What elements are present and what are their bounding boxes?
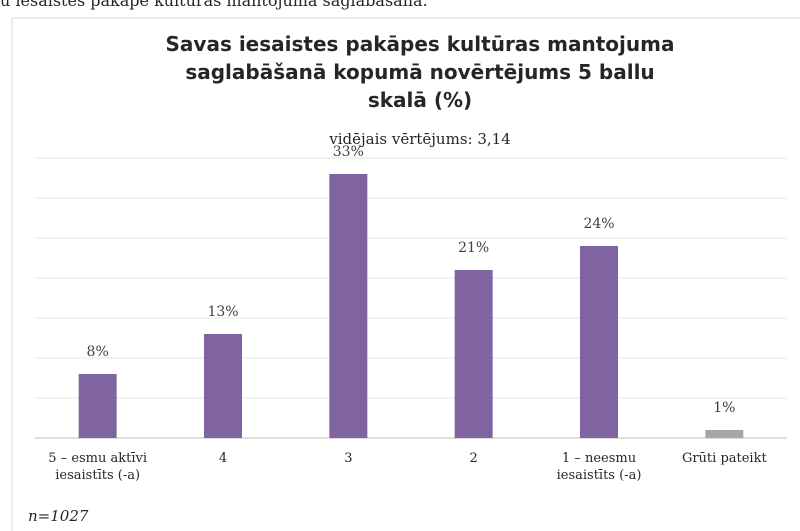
x-tick-label: 3	[344, 451, 353, 466]
data-label: 21%	[458, 240, 489, 256]
sample-note: n=1027	[28, 507, 89, 525]
caption: u iesaistes pakāpe kultūras mantojuma sa…	[0, 0, 428, 10]
bar	[78, 374, 117, 438]
data-label: 8%	[87, 344, 109, 360]
data-label: 13%	[207, 304, 238, 320]
bar	[454, 270, 493, 438]
chart-subtitle: vidējais vērtējums: 3,14	[329, 130, 511, 148]
bar	[580, 246, 618, 438]
bar	[705, 430, 744, 438]
x-tick-label: 5 – esmu aktīvi iesaistīts (-a)	[48, 451, 148, 483]
data-label: 33%	[333, 144, 364, 160]
data-label: 1%	[713, 400, 735, 416]
x-tick-label: 1 – neesmu iesaistīts (-a)	[556, 451, 642, 483]
x-tick-label: 4	[218, 451, 228, 466]
frame	[11, 17, 800, 531]
data-label: 24%	[583, 216, 614, 232]
chart-title: Savas iesaistes pakāpes kultūras mantoju…	[165, 32, 675, 112]
x-tick-label: 2	[469, 451, 478, 466]
bar	[329, 174, 368, 438]
bar	[204, 334, 242, 438]
x-tick-label: Grūti pateikt	[681, 451, 767, 466]
